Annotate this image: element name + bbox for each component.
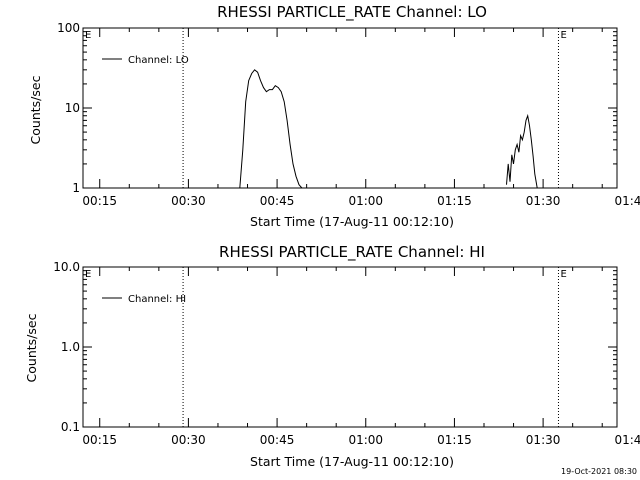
series-line-lo-0 xyxy=(239,69,303,188)
y-axis-title-hi: Counts/sec xyxy=(24,313,39,382)
x-tick-label-lo-0: 00:15 xyxy=(82,194,117,208)
series-line-lo-1 xyxy=(506,113,538,188)
x-axis-title-hi: Start Time (17-Aug-11 00:12:10) xyxy=(250,454,454,469)
x-tick-label-hi-0: 00:15 xyxy=(82,433,117,447)
x-tick-label-hi-1: 00:30 xyxy=(171,433,206,447)
chart-title-lo: RHESSI PARTICLE_RATE Channel: LO xyxy=(217,3,487,22)
y-axis-title-lo: Counts/sec xyxy=(28,75,43,144)
event-marker-label-lo-0: E xyxy=(85,30,91,41)
plot-frame-hi xyxy=(82,266,618,428)
x-tick-label-hi-4: 01:15 xyxy=(437,433,472,447)
chart-panel-lo: RHESSI PARTICLE_RATE Channel: LO Start T… xyxy=(28,3,640,229)
x-tick-label-lo-5: 01:30 xyxy=(526,194,561,208)
x-axis-title-lo: Start Time (17-Aug-11 00:12:10) xyxy=(250,214,454,229)
y-tick-label-hi-1: 1.0 xyxy=(61,340,80,354)
plot-frame-lo xyxy=(82,27,618,189)
event-marker-label-hi-0: E xyxy=(85,269,91,280)
x-tick-label-hi-6: 01:45 xyxy=(614,433,640,447)
legend-label-hi: Channel: HI xyxy=(128,294,186,305)
event-marker-label-hi-2: E xyxy=(560,269,566,280)
y-tick-label-lo-0: 1 xyxy=(72,181,80,195)
chart-title-hi: RHESSI PARTICLE_RATE Channel: HI xyxy=(219,243,485,262)
x-tick-label-hi-3: 01:00 xyxy=(348,433,383,447)
x-tick-label-lo-1: 00:30 xyxy=(171,194,206,208)
x-tick-label-hi-5: 01:30 xyxy=(526,433,561,447)
legend-label-lo: Channel: LO xyxy=(128,55,189,66)
event-marker-label-lo-2: E xyxy=(560,30,566,41)
y-tick-label-hi-0: 0.1 xyxy=(61,420,80,434)
chart-panel-hi: RHESSI PARTICLE_RATE Channel: HI Start T… xyxy=(24,243,640,469)
x-tick-label-hi-2: 00:45 xyxy=(260,433,295,447)
y-tick-label-lo-1: 10 xyxy=(65,101,80,115)
x-tick-label-lo-2: 00:45 xyxy=(260,194,295,208)
x-tick-label-lo-6: 01:45 xyxy=(614,194,640,208)
y-tick-label-hi-2: 10.0 xyxy=(53,260,80,274)
y-tick-label-lo-2: 100 xyxy=(57,21,80,35)
footer-timestamp: 19-Oct-2021 08:30 xyxy=(561,467,637,476)
x-tick-label-lo-4: 01:15 xyxy=(437,194,472,208)
x-tick-label-lo-3: 01:00 xyxy=(348,194,383,208)
